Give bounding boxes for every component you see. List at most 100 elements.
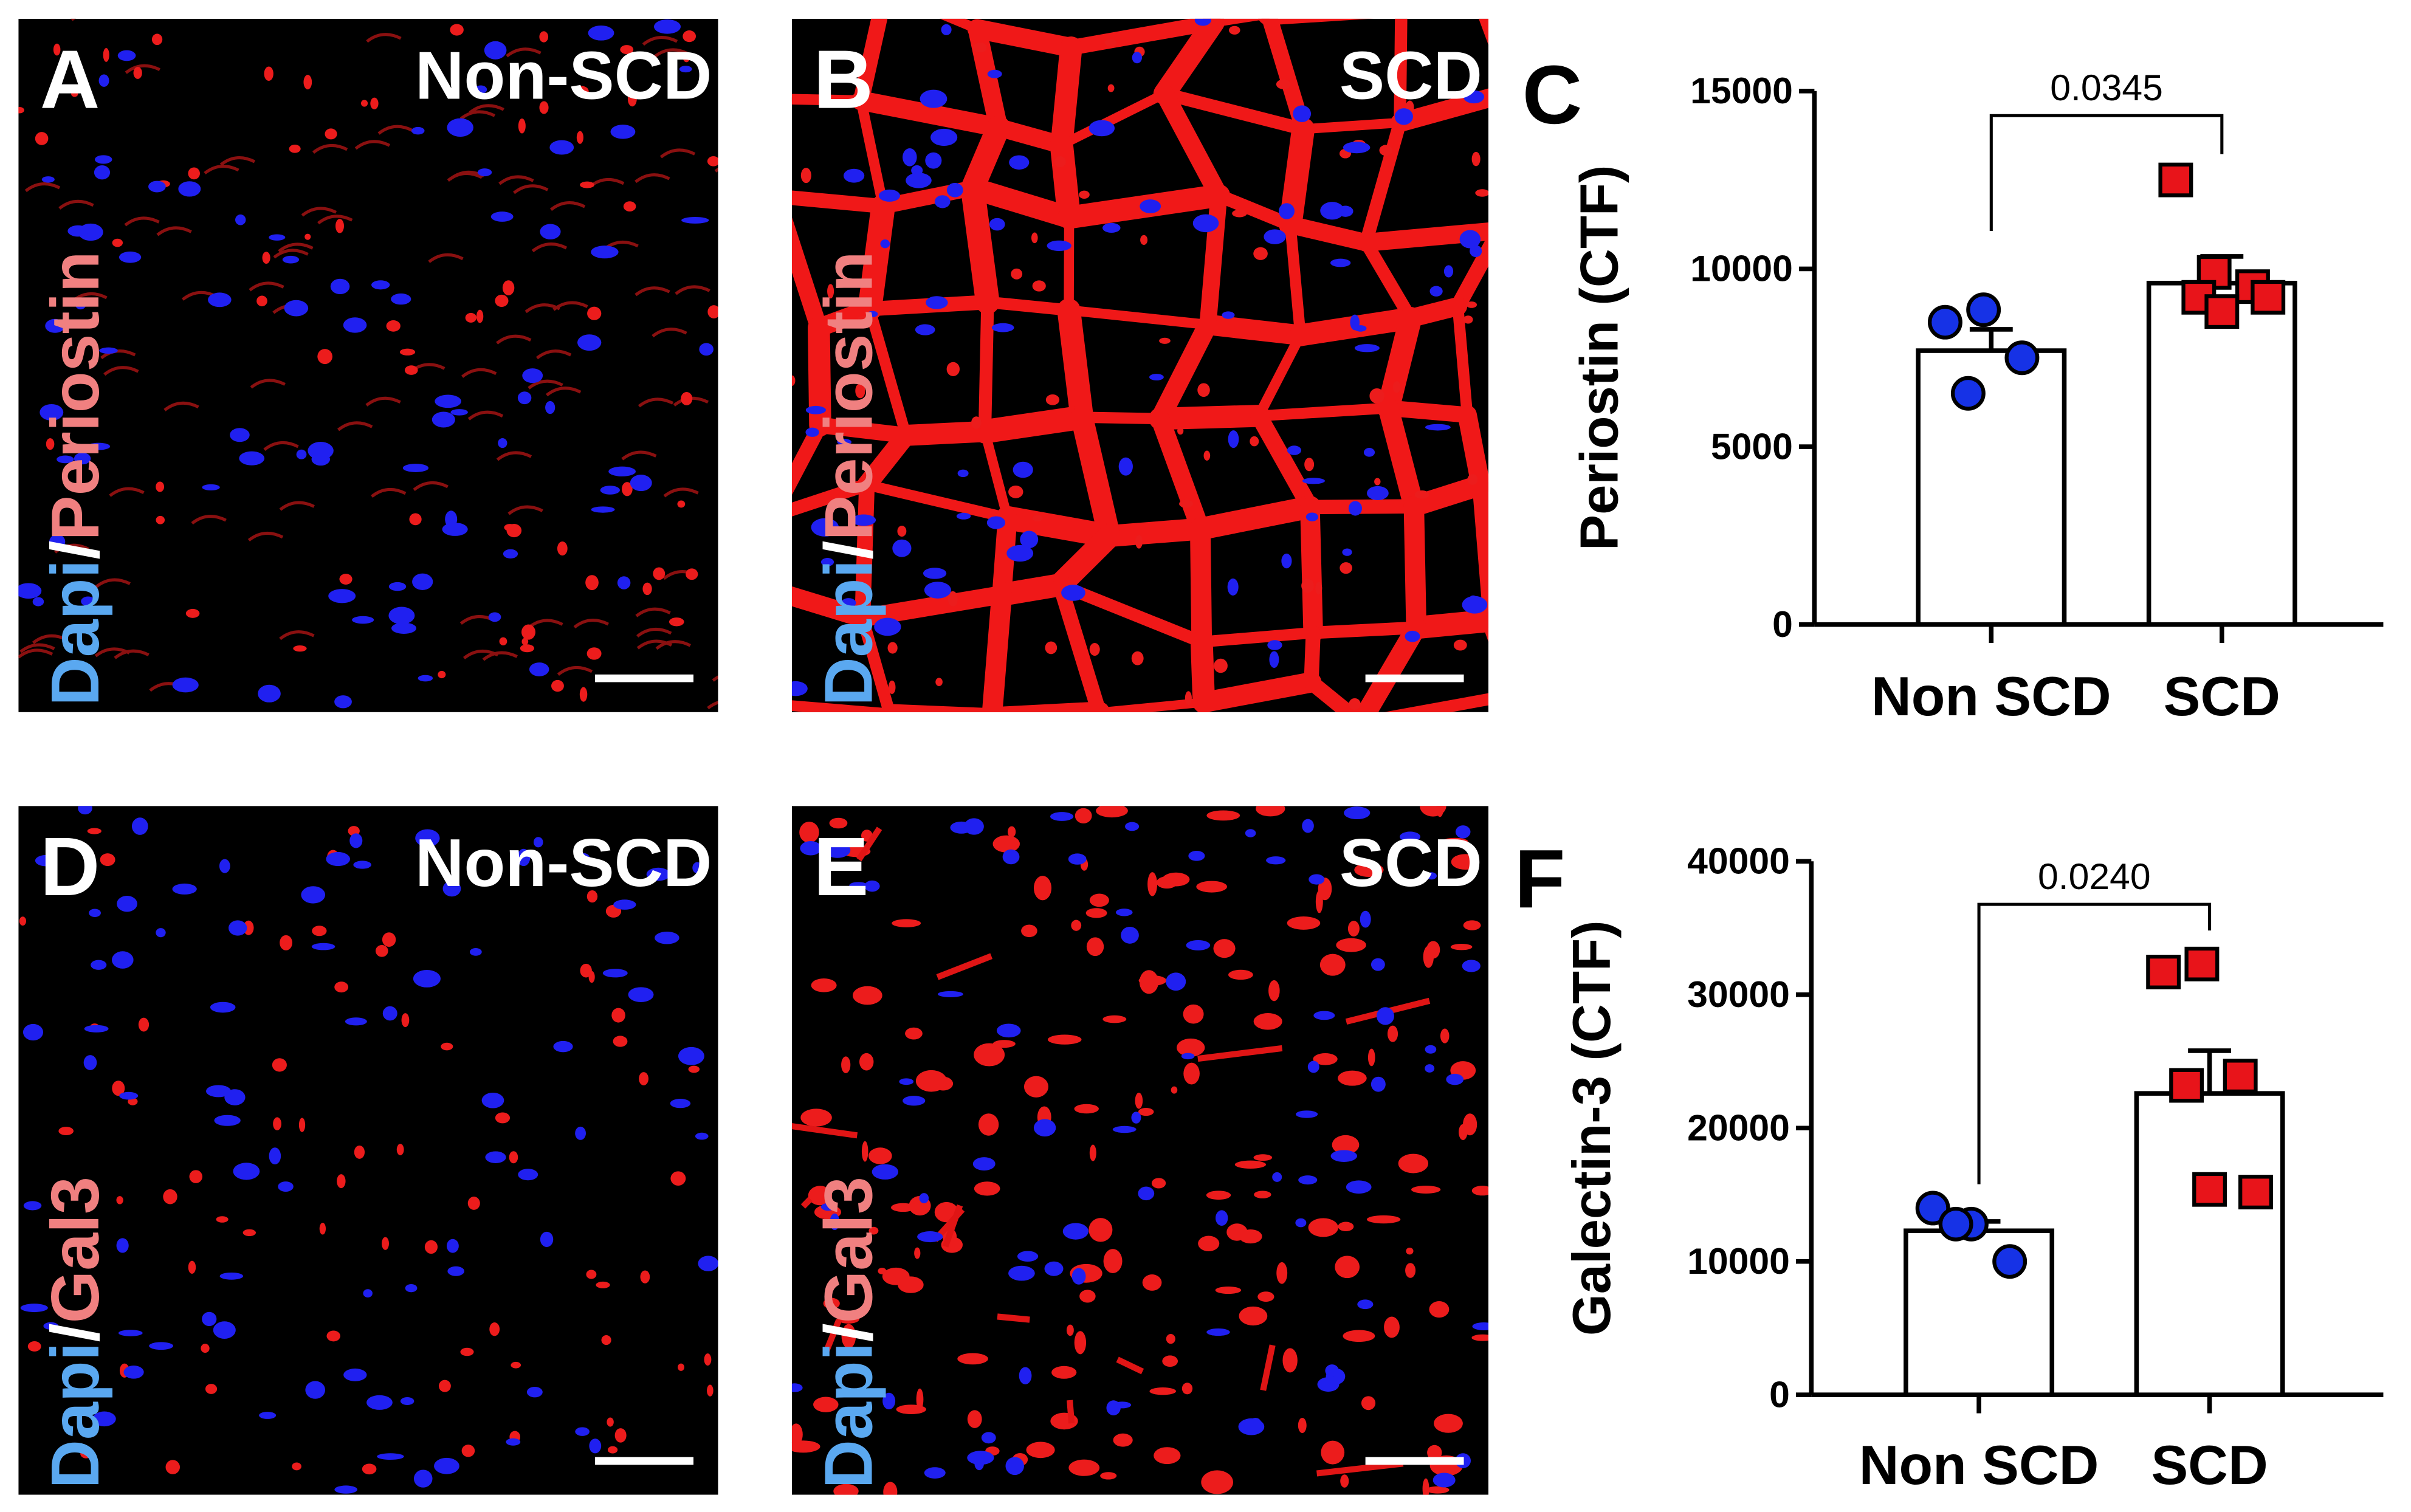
nucleus xyxy=(432,411,455,428)
fiber xyxy=(114,649,150,659)
nucleus xyxy=(87,442,111,450)
fiber xyxy=(249,281,284,292)
red-stain xyxy=(916,1388,924,1411)
nucleus xyxy=(117,895,137,912)
red-stain xyxy=(1308,1218,1338,1237)
nucleus xyxy=(172,677,199,693)
nucleus xyxy=(484,41,507,60)
red-stain xyxy=(293,645,307,652)
red-stain xyxy=(80,1449,92,1459)
fiber xyxy=(413,481,449,492)
nucleus xyxy=(202,1311,217,1327)
nucleus xyxy=(1222,311,1235,319)
fibrosis xyxy=(791,418,828,495)
nucleus xyxy=(45,318,65,333)
red-stain xyxy=(837,1314,859,1324)
red-stain xyxy=(1463,315,1473,324)
red-stain xyxy=(1253,247,1268,260)
data-point xyxy=(2204,294,2240,329)
fiber xyxy=(365,396,401,407)
data-point xyxy=(1938,1206,1973,1242)
nucleus xyxy=(545,400,555,414)
red-stain xyxy=(511,1361,521,1369)
red-stain xyxy=(476,309,484,323)
red-stain xyxy=(1463,920,1481,930)
nucleus xyxy=(1140,199,1161,213)
nucleus xyxy=(1264,229,1286,244)
fiber xyxy=(498,175,534,185)
red-stain xyxy=(640,1270,650,1283)
fiber xyxy=(659,148,696,159)
nucleus xyxy=(1008,1265,1035,1281)
nucleus xyxy=(1132,52,1143,64)
nucleus xyxy=(987,69,1002,78)
red-stain xyxy=(878,1268,887,1274)
y-tick-label: 20000 xyxy=(1687,1107,1790,1148)
nucleus xyxy=(1305,512,1319,521)
data-point xyxy=(2158,162,2193,198)
nucleus xyxy=(1394,108,1413,125)
fiber xyxy=(459,110,496,120)
y-tick-label: 10000 xyxy=(1687,1240,1790,1282)
y-axis-label: Periostin (CTF) xyxy=(1569,165,1629,551)
data-point xyxy=(2192,1172,2227,1207)
red-stain xyxy=(890,1203,915,1212)
stain-label: Dapi/Gal3 xyxy=(810,1177,886,1488)
red-stain xyxy=(1089,893,1109,907)
fibrosis xyxy=(1057,298,1094,429)
nucleus xyxy=(517,848,531,867)
red-stain xyxy=(409,513,422,526)
red-stain xyxy=(27,1341,41,1352)
nucleus xyxy=(41,176,55,183)
red-stain xyxy=(678,1363,684,1371)
nucleus xyxy=(1298,1175,1318,1185)
red-stain xyxy=(1467,474,1478,485)
bar xyxy=(1916,348,2067,627)
nucleus xyxy=(1228,430,1239,448)
red-stain xyxy=(1183,1062,1200,1085)
nucleus xyxy=(119,1091,139,1100)
red-stain xyxy=(165,1460,180,1474)
red-stain xyxy=(35,132,49,145)
nucleus xyxy=(258,684,281,703)
nucleus xyxy=(824,842,851,858)
nucleus xyxy=(600,486,621,495)
nucleus xyxy=(92,1411,116,1427)
nucleus xyxy=(899,1078,914,1085)
fibrosis xyxy=(1153,18,1225,105)
nucleus xyxy=(1320,202,1344,220)
fibrosis xyxy=(1064,305,1213,330)
red-stain xyxy=(317,349,332,365)
nucleus xyxy=(388,607,415,625)
red-stain xyxy=(1349,698,1361,710)
fibrosis xyxy=(851,91,1008,137)
fibrosis xyxy=(855,476,875,626)
nucleus xyxy=(413,970,441,988)
red-stain xyxy=(1442,837,1468,845)
nucleus xyxy=(1432,1472,1456,1488)
red-stain xyxy=(551,679,564,692)
x-tick-label: Non SCD xyxy=(1871,666,2111,727)
red-stain xyxy=(915,1070,947,1092)
red-stain xyxy=(868,1147,892,1164)
fiber xyxy=(469,104,504,114)
red-stain xyxy=(1228,26,1240,35)
red-stain xyxy=(1166,1334,1175,1344)
y-tick-label: 40000 xyxy=(1687,840,1790,882)
y-tick-label: 10000 xyxy=(1690,248,1793,289)
nucleus xyxy=(1061,585,1085,601)
nucleus xyxy=(1425,1045,1437,1054)
nucleus xyxy=(1267,640,1282,650)
red-stain xyxy=(1140,235,1148,246)
nucleus xyxy=(919,1193,929,1204)
red-stain xyxy=(974,1043,1005,1067)
fibrosis xyxy=(1063,18,1222,56)
panel-letter: D xyxy=(40,820,100,913)
nucleus xyxy=(915,324,935,335)
fibrosis xyxy=(1190,518,1212,653)
red-stain xyxy=(707,156,718,167)
nucleus xyxy=(447,1266,465,1276)
nucleus xyxy=(1047,240,1071,252)
stain-name: Periostin xyxy=(37,251,113,540)
red-stain xyxy=(811,978,837,992)
